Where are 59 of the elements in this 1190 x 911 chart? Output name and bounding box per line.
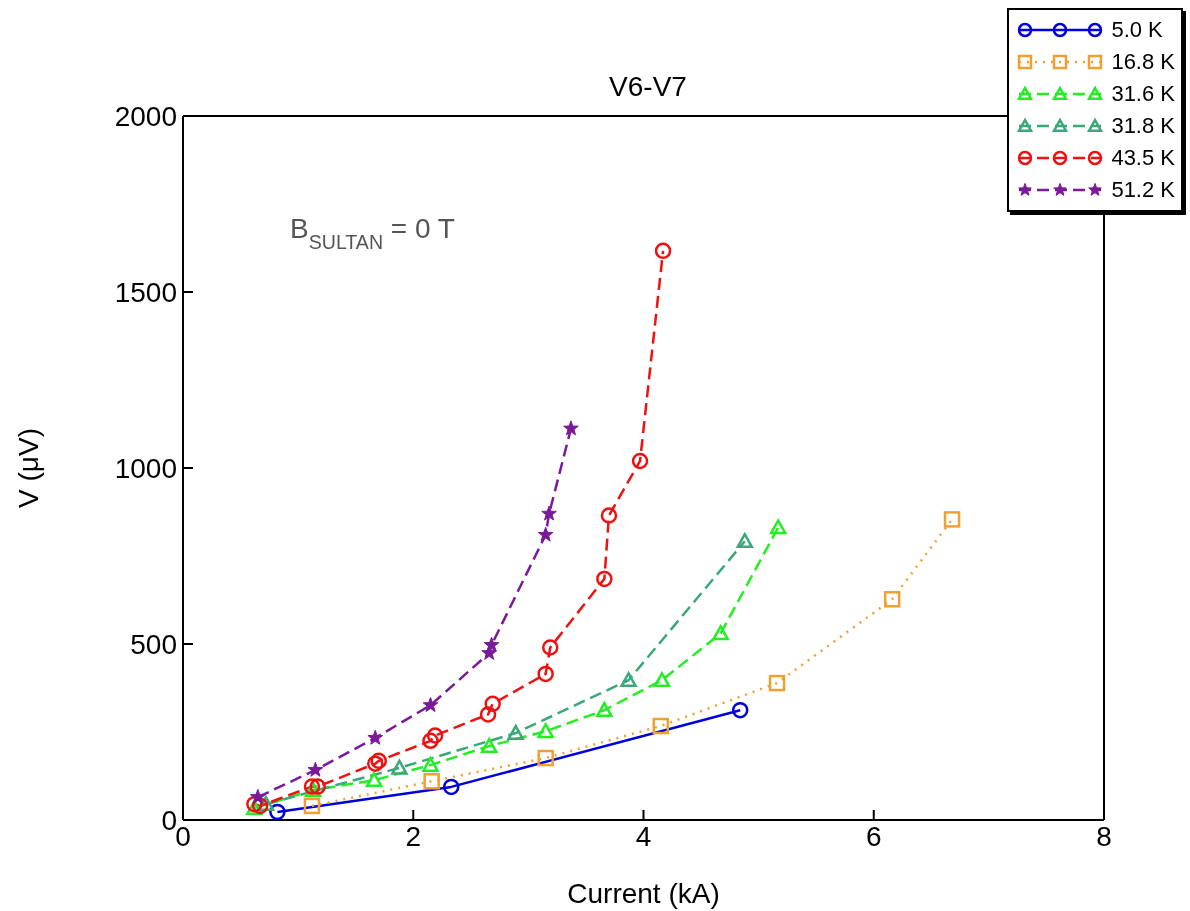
point (365, 771, 383, 788)
x-tick-label: 6 (865, 820, 882, 852)
point (391, 759, 408, 775)
y-tick-label: 1500 (114, 276, 177, 308)
annotation: B$_{SULTAN}$ = 0 T (290, 213, 455, 253)
point (736, 532, 754, 549)
legend-label: 31.8 K (1111, 113, 1175, 139)
point (631, 452, 649, 470)
point (542, 639, 559, 656)
point (712, 625, 729, 641)
point (596, 570, 613, 588)
x-axis-title: Current (kA) (567, 878, 720, 909)
point (596, 701, 613, 718)
y-tick-label: 500 (130, 628, 177, 660)
point (423, 773, 440, 790)
point (654, 242, 672, 260)
point (483, 636, 500, 652)
point (422, 697, 439, 712)
legend-label: 5.0 K (1111, 17, 1163, 43)
point (422, 756, 439, 772)
x-tick-label: 4 (635, 820, 652, 852)
x-tick-label: 2 (405, 820, 422, 852)
point (769, 519, 787, 535)
point (507, 724, 524, 740)
point (537, 526, 554, 542)
point (484, 695, 501, 713)
point (620, 672, 637, 688)
legend-label: 43.5 K (1111, 145, 1175, 171)
point (479, 706, 497, 723)
point (480, 737, 498, 753)
point (426, 727, 444, 744)
chart-title: V6-V7 (609, 71, 687, 102)
point (250, 788, 266, 804)
point (653, 672, 671, 688)
point (303, 797, 321, 815)
point (537, 665, 554, 683)
legend-label: 16.8 K (1111, 49, 1175, 75)
point (422, 732, 439, 750)
legend-label: 31.6 K (1111, 81, 1175, 107)
point (537, 723, 554, 739)
y-tick-label: 1000 (114, 452, 177, 484)
point (768, 674, 786, 692)
point (367, 729, 384, 745)
y-tick-label: 2000 (114, 100, 177, 132)
point (883, 591, 901, 608)
point (251, 797, 269, 815)
point (652, 717, 670, 735)
point (309, 778, 326, 795)
point (731, 701, 749, 719)
point (307, 761, 324, 777)
point (943, 511, 961, 528)
point (541, 505, 557, 521)
point (600, 507, 618, 524)
y-axis-title: V (μV) (12, 428, 44, 508)
x-tick-label: 8 (1096, 820, 1112, 852)
point (537, 749, 554, 767)
point (442, 778, 460, 796)
legend-label: 51.2 K (1111, 177, 1175, 203)
point (563, 420, 579, 436)
